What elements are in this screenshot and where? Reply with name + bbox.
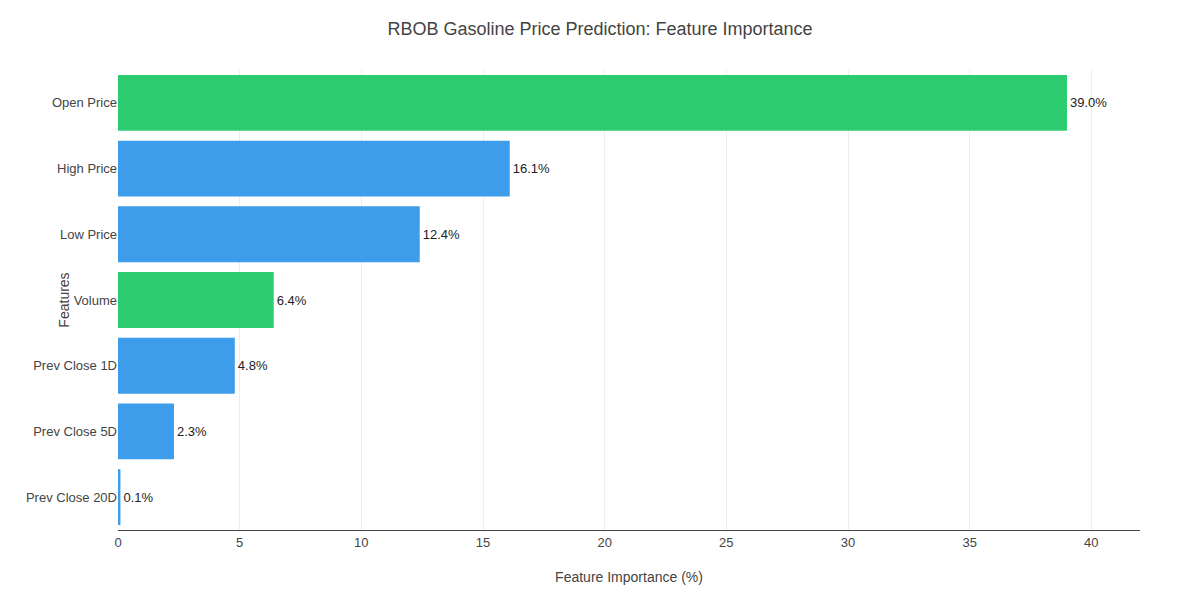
- svg-text:12.4%: 12.4%: [423, 227, 460, 242]
- svg-text:20: 20: [597, 535, 611, 550]
- svg-text:6.4%: 6.4%: [277, 293, 307, 308]
- svg-text:2.3%: 2.3%: [177, 424, 207, 439]
- svg-text:4.8%: 4.8%: [238, 358, 268, 373]
- svg-text:25: 25: [719, 535, 733, 550]
- svg-text:Low Price: Low Price: [60, 227, 117, 242]
- svg-text:39.0%: 39.0%: [1070, 95, 1107, 110]
- svg-text:10: 10: [354, 535, 368, 550]
- svg-text:RBOB Gasoline Price Prediction: RBOB Gasoline Price Prediction: Feature …: [387, 19, 812, 39]
- svg-text:16.1%: 16.1%: [513, 161, 550, 176]
- svg-text:Prev Close 20D: Prev Close 20D: [26, 490, 117, 505]
- svg-text:Prev Close 1D: Prev Close 1D: [33, 358, 117, 373]
- svg-text:40: 40: [1084, 535, 1098, 550]
- svg-text:Open Price: Open Price: [52, 95, 117, 110]
- svg-text:35: 35: [962, 535, 976, 550]
- svg-text:Prev Close 5D: Prev Close 5D: [33, 424, 117, 439]
- svg-text:5: 5: [236, 535, 243, 550]
- svg-text:0: 0: [114, 535, 121, 550]
- svg-text:Features: Features: [56, 272, 72, 327]
- svg-text:0.1%: 0.1%: [123, 490, 153, 505]
- svg-text:Volume: Volume: [74, 293, 117, 308]
- svg-text:30: 30: [841, 535, 855, 550]
- svg-text:Feature Importance (%): Feature Importance (%): [555, 569, 703, 585]
- svg-text:15: 15: [476, 535, 490, 550]
- svg-text:High Price: High Price: [57, 161, 117, 176]
